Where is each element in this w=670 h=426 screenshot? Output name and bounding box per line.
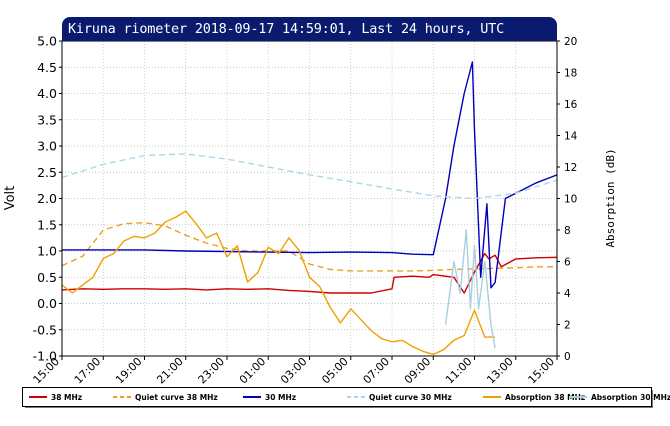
x-tick-label: 21:00 [154,355,186,387]
y-right-tick-label: 0 [564,351,571,363]
y-tick-label: 0.5 [37,270,57,285]
y-tick-label: -0.5 [33,322,57,337]
y-axis-label: Volt [3,186,18,211]
y-right-tick-label: 14 [564,131,578,143]
y-right-tick-label: 10 [564,194,577,206]
legend-item: Quiet curve 38 MHz [113,388,218,406]
y-right-tick-label: 6 [564,257,571,269]
x-tick-label: 09:00 [402,355,434,387]
series-line-absorption-30-mhz [444,229,496,349]
y-right-tick-label: 18 [564,68,577,80]
y-right-tick-label: 12 [564,162,577,174]
x-tick-label: 03:00 [278,355,310,387]
x-tick-label: 23:00 [196,355,228,387]
chart-legend: 38 MHz Quiet curve 38 MHz 30 MHz Quiet curv… [22,387,670,407]
x-tick-label: 01:00 [237,355,269,387]
y-tick-label: 1.0 [37,244,57,259]
legend-swatch [113,396,131,398]
series-line-absorption-38-mhz [61,210,496,356]
legend-swatch [569,396,587,398]
legend-label: Quiet curve 30 MHz [369,392,452,402]
legend-label: Quiet curve 38 MHz [135,392,218,402]
legend-swatch [243,396,261,398]
x-tick-label: 15:00 [526,355,558,387]
x-tick-label: 11:00 [443,355,475,387]
series-line-quiet-curve-38-mhz [61,221,557,272]
y-tick-label: -1.0 [33,349,57,364]
y-tick-label: 4.0 [37,86,57,101]
y-axis-right-label: Absorption (dB) [604,148,617,247]
series-line-quiet-curve-30-mhz [61,153,558,200]
x-tick-label: 07:00 [361,355,393,387]
legend-item: Absorption 30 MHz [569,388,670,406]
legend-swatch [347,396,365,398]
y-tick-label: 5.0 [37,34,57,49]
y-tick-label: 2.0 [37,191,57,206]
series-line-30-mhz [62,61,558,289]
y-right-tick-label: 16 [564,99,578,111]
y-right-tick-label: 20 [564,36,577,48]
y-right-tick-label: 2 [564,320,571,332]
legend-label: 38 MHz [51,392,83,402]
plot-background [62,41,557,356]
x-tick-label: 13:00 [484,355,516,387]
y-tick-label: 3.5 [37,112,57,127]
legend-swatch [483,396,501,398]
y-right-tick-label: 8 [564,225,571,237]
legend-item: 38 MHz [29,388,82,406]
legend-label: 30 MHz [265,392,297,402]
y-tick-label: 4.5 [37,60,57,75]
legend-item: Absorption 38 MHz [483,388,585,406]
y-tick-label: 2.5 [37,165,57,180]
y-tick-label: 3.0 [37,139,57,154]
legend-swatch [29,396,47,398]
x-tick-label: 19:00 [113,355,145,387]
x-tick-label: 17:00 [72,355,104,387]
legend-item: 30 MHz [243,388,296,406]
legend-item: Quiet curve 30 MHz [347,388,452,406]
chart-title: Kiruna riometer 2018-09-17 14:59:01, Las… [68,21,505,37]
y-tick-label: 0.0 [37,296,57,311]
y-tick-label: 1.5 [37,217,57,232]
chart-title-bar: Kiruna riometer 2018-09-17 14:59:01, Las… [62,17,557,41]
plot-frame [61,40,558,357]
legend-label: Absorption 38 MHz [505,392,586,402]
x-tick-label: 05:00 [319,355,351,387]
legend-label: Absorption 30 MHz [591,392,670,402]
y-right-tick-label: 4 [564,288,571,300]
